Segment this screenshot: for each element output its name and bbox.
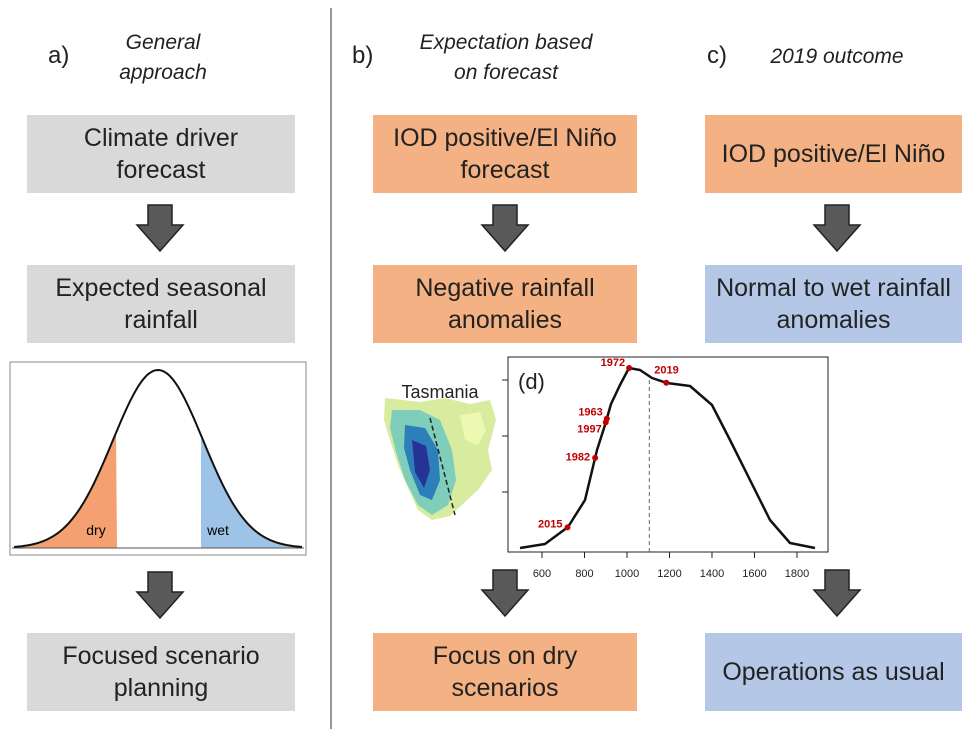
year-point — [592, 454, 599, 461]
panel-title: General approach — [119, 28, 207, 88]
x-tick-label: 1600 — [742, 568, 766, 580]
flow-box: Negative rainfall anomalies — [373, 265, 637, 343]
year-label: 2019 — [654, 365, 678, 377]
density-frame — [507, 356, 829, 553]
year-point — [564, 524, 571, 531]
flow-box: Focused scenario planning — [27, 633, 295, 711]
box-line: rainfall — [124, 306, 198, 334]
x-tick-label: 1200 — [657, 568, 681, 580]
box-line: IOD positive/El Niño — [393, 124, 617, 152]
flow-box: Normal to wet rainfall anomalies — [705, 265, 962, 343]
box-line: anomalies — [776, 306, 891, 334]
panel-label: c) — [707, 42, 727, 69]
map-label: Tasmania — [401, 382, 479, 402]
box-line: Focused scenario — [62, 642, 260, 670]
dry-area — [14, 432, 117, 548]
flow-box: Expected seasonal rainfall — [27, 265, 295, 343]
box-line: Climate driver — [83, 124, 239, 152]
box-line: forecast — [116, 156, 206, 184]
arrow — [135, 204, 185, 253]
panel-title: 2019 outcome — [770, 42, 903, 72]
year-label: 1963 — [578, 407, 602, 419]
density-label: (d) — [518, 369, 545, 394]
panel-title: Expectation based on forecast — [420, 28, 593, 88]
panel-label: b) — [352, 42, 374, 69]
year-label: 2015 — [538, 518, 562, 530]
title-line: approach — [119, 61, 207, 84]
box-line: IOD positive/El Niño — [721, 140, 946, 168]
wet-label: wet — [206, 522, 229, 538]
box-line: Operations as usual — [722, 658, 945, 686]
x-tick-label: 1400 — [700, 568, 724, 580]
density-curve — [519, 366, 816, 550]
year-label: 1997 — [577, 423, 601, 435]
flow-box: Focus on dry scenarios — [373, 633, 637, 711]
flow-box: Climate driver forecast — [27, 115, 295, 193]
wet-area — [201, 435, 302, 548]
year-point — [602, 419, 609, 426]
arrow — [480, 569, 530, 618]
x-tick-label: 600 — [533, 568, 551, 580]
title-line: Expectation based — [419, 31, 593, 54]
panel-label: a) — [48, 42, 70, 69]
distribution-frame — [9, 361, 307, 556]
flow-box: Operations as usual — [705, 633, 962, 711]
bell-curve — [13, 368, 303, 548]
year-point — [663, 379, 670, 386]
year-label: 1972 — [601, 357, 625, 369]
box-line: planning — [113, 674, 209, 702]
arrow — [812, 204, 862, 253]
flow-box: IOD positive/El Niño forecast — [373, 115, 637, 193]
box-line: Focus on dry — [432, 642, 578, 670]
year-point — [626, 365, 633, 372]
flow-box: IOD positive/El Niño — [705, 115, 962, 193]
title-line: General — [125, 31, 201, 54]
dry-label: dry — [86, 522, 105, 538]
x-tick-label: 800 — [575, 568, 593, 580]
box-line: Normal to wet rainfall — [716, 274, 951, 302]
x-tick-label: 1800 — [785, 568, 809, 580]
box-line: Expected seasonal — [55, 274, 267, 302]
box-line: Negative rainfall — [415, 274, 595, 302]
arrow — [480, 204, 530, 253]
arrow — [812, 569, 862, 618]
box-line: anomalies — [448, 306, 562, 334]
box-line: scenarios — [451, 674, 559, 702]
title-line: on forecast — [454, 61, 558, 84]
x-tick-label: 1000 — [615, 568, 639, 580]
tasmania-map: Tasmania — [384, 382, 496, 520]
year-label: 1982 — [566, 452, 590, 464]
box-line: forecast — [460, 156, 550, 184]
title-line: 2019 outcome — [770, 45, 904, 68]
arrow — [135, 571, 185, 620]
